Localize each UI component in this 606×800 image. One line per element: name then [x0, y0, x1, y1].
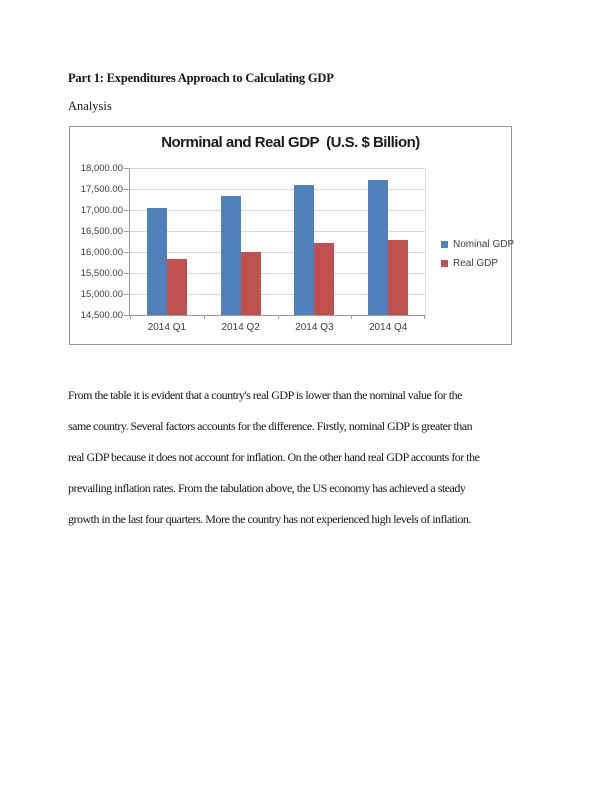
paragraph-line: growth in the last four quarters. More t…: [68, 512, 471, 526]
bar-real-gdp-2014-q4: [388, 239, 409, 315]
gridline: [130, 293, 425, 295]
x-category-label: 2014 Q1: [147, 322, 187, 333]
y-tick-label: 17,000.00: [80, 205, 123, 216]
legend-swatch-real-gdp: [441, 260, 448, 267]
y-tick-label: 15,000.00: [80, 289, 123, 300]
gridline: [130, 272, 425, 274]
x-axis-tick: [351, 315, 353, 319]
x-category-label: 2014 Q3: [295, 322, 334, 333]
x-axis-tick: [203, 315, 205, 319]
legend-item: Nominal GDP: [441, 235, 514, 254]
section-heading: Part 1: Expenditures Approach to Calcula…: [68, 71, 334, 85]
y-tick-label: 17,500.00: [80, 184, 123, 195]
legend-label: Nominal GDP: [453, 239, 515, 250]
bar-real-gdp-2014-q2: [240, 251, 261, 315]
bar-nominal-gdp-2014-q3: [294, 184, 315, 315]
x-category-label: 2014 Q4: [368, 322, 408, 333]
y-tick-label: 18,000.00: [80, 163, 123, 174]
y-axis-tick: [124, 188, 130, 190]
analysis-label: Analysis: [68, 99, 112, 113]
gridline: [130, 167, 425, 169]
legend-item: Real GDP: [441, 254, 514, 273]
paragraph-line: From the table it is evident that a coun…: [68, 388, 462, 402]
body-paragraph: From the table it is evident that a coun…: [68, 380, 578, 535]
y-axis-tick: [124, 272, 130, 274]
gdp-chart: Norminal and Real GDP (U.S. $ Billion) 1…: [69, 126, 514, 345]
bar-nominal-gdp-2014-q1: [146, 208, 167, 315]
bar-real-gdp-2014-q1: [166, 259, 187, 315]
legend-swatch-nominal-gdp: [441, 241, 448, 248]
plot-area: 14,500.00 15,000.00 15,500.00 16,000.00 16,5…: [81, 163, 426, 333]
bar-nominal-gdp-2014-q4: [368, 180, 389, 315]
y-axis-tick: [124, 293, 130, 295]
x-axis-tick: [277, 315, 279, 319]
bar-real-gdp-2014-q3: [314, 243, 335, 315]
y-axis-tick: [124, 209, 130, 211]
y-tick-label: 14,500.00: [80, 310, 123, 321]
legend-label: Real GDP: [453, 258, 499, 269]
y-axis-tick: [124, 314, 130, 316]
y-axis-tick: [124, 230, 130, 232]
gridline: [130, 251, 425, 253]
y-axis-tick: [124, 251, 130, 253]
y-tick-label: 16,500.00: [80, 226, 123, 237]
gridline: [130, 209, 425, 211]
chart-title: Norminal and Real GDP (U.S. $ Billion): [161, 134, 420, 151]
gridline: [130, 230, 425, 232]
x-category-label: 2014 Q2: [221, 322, 260, 333]
chart-legend: Nominal GDP Real GDP: [441, 235, 514, 273]
x-axis-tick: [130, 315, 131, 319]
gridline: [130, 188, 425, 190]
bar-nominal-gdp-2014-q2: [220, 196, 241, 315]
y-axis-tick: [124, 167, 130, 169]
y-tick-label: 16,000.00: [80, 247, 123, 258]
paragraph-line: prevailing inflation rates. From the tab…: [68, 481, 466, 495]
x-axis-tick: [424, 315, 425, 319]
paragraph-line: same country. Several factors accounts f…: [68, 419, 473, 433]
y-tick-label: 15,500.00: [80, 268, 123, 279]
paragraph-line: real GDP because it does not account for…: [68, 450, 480, 464]
